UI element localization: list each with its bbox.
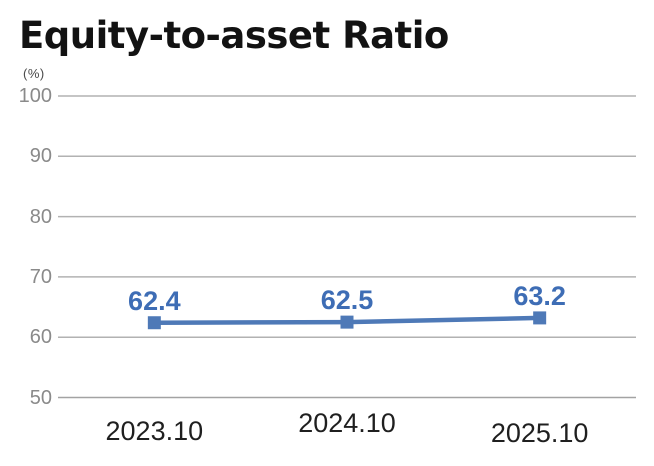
data-label: 62.5	[320, 285, 374, 316]
data-point-marker	[533, 311, 547, 325]
data-label: 62.4	[128, 285, 181, 316]
chart-title: Equity-to-asset Ratio	[19, 14, 449, 57]
y-axis-tick-label: 80	[29, 205, 52, 228]
y-axis-tick-label: 100	[18, 85, 52, 107]
y-axis-unit-label: (%)	[23, 66, 45, 81]
x-axis-category-label: 2025.10	[490, 418, 589, 448]
data-point-marker	[147, 316, 161, 330]
x-axis-category-label: 2024.10	[298, 408, 396, 438]
y-axis-tick-label: 70	[29, 265, 52, 288]
data-label: 63.2	[513, 280, 566, 311]
data-point-marker	[340, 315, 354, 329]
x-axis-category-label: 2023.10	[105, 416, 204, 446]
y-axis-tick-label: 50	[29, 386, 52, 409]
y-axis-tick-label: 90	[29, 145, 52, 168]
y-axis-tick-label: 60	[29, 326, 52, 349]
